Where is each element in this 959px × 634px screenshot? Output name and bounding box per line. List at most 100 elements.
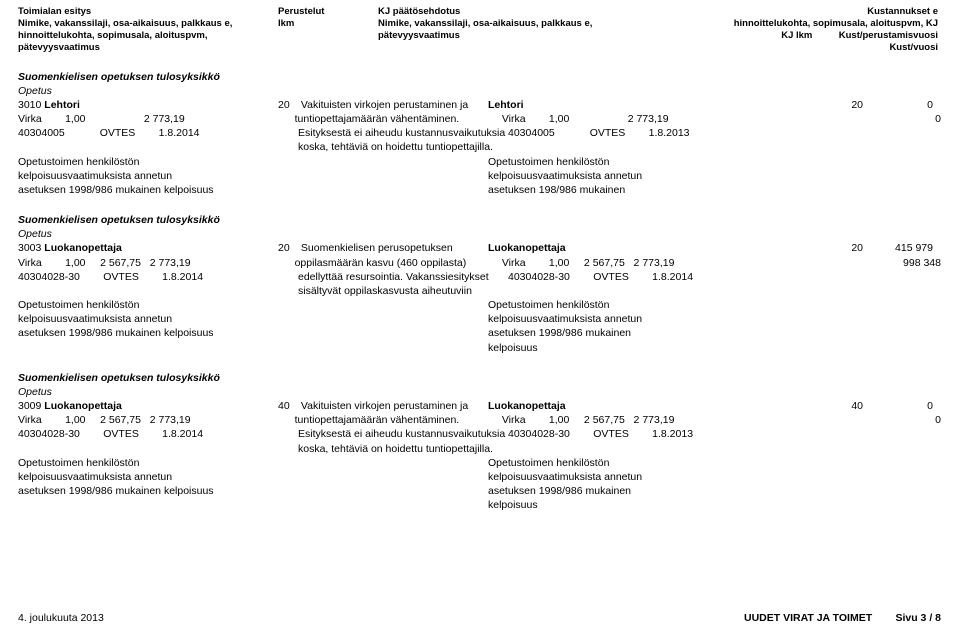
blank [508, 284, 858, 298]
section-3: Suomenkielisen opetuksen tulosyksikkö Op… [18, 371, 941, 513]
section-2-note1: Opetustoimen henkilöstön Opetustoimen he… [18, 298, 941, 312]
section-3-note2: kelpoisuusvaatimuksista annetun kelpoisu… [18, 470, 941, 484]
section-3-mid-line4-text: koska, tehtäviä on hoidettu tuntiopettaj… [298, 443, 493, 455]
section-1-right-note3: asetuksen 198/986 mukainen [488, 183, 838, 197]
section-1-note1: Opetustoimen henkilöstön Opetustoimen he… [18, 155, 941, 169]
blank [278, 470, 488, 484]
section-3-left-line2: Virka 1,00 2 567,75 2 773,19 [18, 413, 275, 427]
section-1-row1: 3010 Lehtori 20 Vakituisten virkojen per… [18, 98, 941, 112]
section-3-cost2: 0 [872, 413, 941, 427]
section-3-left-note1: Opetustoimen henkilöstön [18, 456, 278, 470]
section-1-mid-line1: Vakituisten virkojen perustaminen ja [301, 99, 468, 111]
header-col3: KJ päätösehdotus Nimike, vakanssilaji, o… [378, 6, 678, 54]
section-2-mid-row1: 20 Suomenkielisen perusopetuksen [278, 241, 488, 255]
header-col2: Perustelut lkm [278, 6, 378, 54]
section-2-right-line1: Luokanopettaja [488, 241, 838, 255]
section-2-left-note3: asetuksen 1998/986 mukainen kelpoisuus [18, 326, 278, 340]
section-1-left-line2: Virka 1,00 2 773,19 [18, 112, 275, 126]
section-3-mid-row1: 40 Vakituisten virkojen perustaminen ja [278, 399, 488, 413]
section-1-left-line3: 40304005 OVTES 1.8.2014 [18, 126, 278, 140]
section-1-note3: asetuksen 1998/986 mukainen kelpoisuus a… [18, 183, 941, 197]
section-2-mid-line3: edellyttää resursointia. Vakanssiesityks… [278, 270, 508, 284]
section-2-cost2: 998 348 [872, 256, 941, 270]
header-col4-line2: KJ lkm Kust/perustamisvuosi [678, 30, 938, 42]
blank [847, 413, 872, 427]
section-2-note4: kelpoisuus [18, 341, 941, 355]
blank [278, 183, 488, 197]
section-2-lkm: 20 [278, 241, 298, 255]
section-2-left-note2: kelpoisuusvaatimuksista annetun [18, 312, 278, 326]
section-3-mid-line4: koska, tehtäviä on hoidettu tuntiopettaj… [278, 442, 508, 456]
blank [278, 341, 488, 355]
section-3-note1: Opetustoimen henkilöstön Opetustoimen he… [18, 456, 941, 470]
footer-left: 4. joulukuuta 2013 [18, 612, 104, 624]
section-2-kjlkm: 20 [838, 241, 863, 255]
blank [278, 498, 488, 512]
section-2-row2: Virka 1,00 2 567,75 2 773,19 oppilasmäär… [18, 256, 941, 270]
header-col3-line1: Nimike, vakanssilaji, osa-aikaisuus, pal… [378, 18, 678, 30]
section-2-mid-line2-text: oppilasmäärän kasvu (460 oppilasta) [295, 257, 467, 269]
section-2-right-line2: Virka 1,00 2 567,75 2 773,19 [502, 256, 847, 270]
section-3-right-line1: Luokanopettaja [488, 399, 838, 413]
section-2-left-note1: Opetustoimen henkilöstön [18, 298, 278, 312]
section-3-left-name: Luokanopettaja [44, 400, 122, 412]
section-1-cost2: 0 [872, 112, 941, 126]
section-1-subtitle: Opetus [18, 84, 941, 98]
section-3-lkm: 40 [278, 399, 298, 413]
section-2-cost1: 415 979 [863, 241, 933, 255]
section-1-note2: kelpoisuusvaatimuksista annetun kelpoisu… [18, 169, 941, 183]
section-3-row2: Virka 1,00 2 567,75 2 773,19 tuntiopetta… [18, 413, 941, 427]
blank [847, 112, 872, 126]
section-3-left-line1: 3009 Luokanopettaja [18, 399, 278, 413]
blank [508, 140, 858, 154]
section-2-mid-line4-text: sisältyvät oppilaskasvusta aiheutuviin [298, 285, 472, 297]
section-3-mid-line3: Esityksestä ei aiheudu kustannusvaikutuk… [278, 427, 508, 441]
header-col4-line3: Kust/vuosi [678, 42, 938, 54]
blank [278, 484, 488, 498]
blank [278, 155, 488, 169]
section-1-mid-line3-text: Esityksestä ei aiheudu kustannusvaikutuk… [298, 127, 505, 139]
section-2-left-code: 3003 [18, 242, 44, 254]
header-row: Toimialan esitys Nimike, vakanssilaji, o… [18, 6, 941, 54]
section-1-mid-line4-text: koska, tehtäviä on hoidettu tuntiopettaj… [298, 141, 493, 153]
section-3-subtitle: Opetus [18, 385, 941, 399]
section-2-mid-line2: oppilasmäärän kasvu (460 oppilasta) [275, 256, 502, 270]
section-1-mid-line3: Esityksestä ei aiheudu kustannusvaikutuk… [278, 126, 508, 140]
section-2-right-line3: 40304028-30 OVTES 1.8.2014 [508, 270, 858, 284]
header-col3-title: KJ päätösehdotus [378, 6, 678, 18]
section-3-title: Suomenkielisen opetuksen tulosyksikkö [18, 371, 941, 385]
section-3-right-note1: Opetustoimen henkilöstön [488, 456, 838, 470]
blank [278, 456, 488, 470]
section-2-mid-line1: Suomenkielisen perusopetuksen [301, 242, 453, 254]
section-3-right-line3: 40304028-30 OVTES 1.8.2013 [508, 427, 858, 441]
section-1-left-note3: asetuksen 1998/986 mukainen kelpoisuus [18, 183, 278, 197]
section-1-right-note1: Opetustoimen henkilöstön [488, 155, 838, 169]
section-3-cost1: 0 [863, 399, 933, 413]
section-2-right-note1: Opetustoimen henkilöstön [488, 298, 838, 312]
header-col3-line3: pätevyysvaatimus [378, 30, 678, 42]
section-3-right-note2: kelpoisuusvaatimuksista annetun [488, 470, 838, 484]
header-col1: Toimialan esitys Nimike, vakanssilaji, o… [18, 6, 278, 54]
header-col4-title: Kustannukset e [678, 6, 938, 18]
section-3-left-note3: asetuksen 1998/986 mukainen kelpoisuus [18, 484, 278, 498]
blank [18, 498, 278, 512]
blank [278, 169, 488, 183]
page: Toimialan esitys Nimike, vakanssilaji, o… [0, 0, 959, 634]
section-2-mid-line3-text: edellyttää resursointia. Vakanssiesityks… [298, 271, 489, 283]
section-2-title: Suomenkielisen opetuksen tulosyksikkö [18, 213, 941, 227]
section-1-mid-row1: 20 Vakituisten virkojen perustaminen ja [278, 98, 488, 112]
blank [847, 256, 872, 270]
section-3-note4: kelpoisuus [18, 498, 941, 512]
footer-right: UUDET VIRAT JA TOIMET Sivu 3 / 8 [744, 612, 941, 624]
section-2: Suomenkielisen opetuksen tulosyksikkö Op… [18, 213, 941, 355]
section-1-right-line1: Lehtori [488, 98, 838, 112]
section-2-left-name: Luokanopettaja [44, 242, 122, 254]
section-1-lkm: 20 [278, 98, 298, 112]
section-3-row1: 3009 Luokanopettaja 40 Vakituisten virko… [18, 399, 941, 413]
section-1-row4: koska, tehtäviä on hoidettu tuntiopettaj… [18, 140, 941, 154]
section-2-left-line1: 3003 Luokanopettaja [18, 241, 278, 255]
section-1-mid-line4: koska, tehtäviä on hoidettu tuntiopettaj… [278, 140, 508, 154]
section-3-mid-line2-text: tuntiopettajamäärän vähentäminen. [295, 414, 460, 426]
header-col2-title: Perustelut [278, 6, 378, 18]
section-2-note3: asetuksen 1998/986 mukainen kelpoisuus a… [18, 326, 941, 340]
